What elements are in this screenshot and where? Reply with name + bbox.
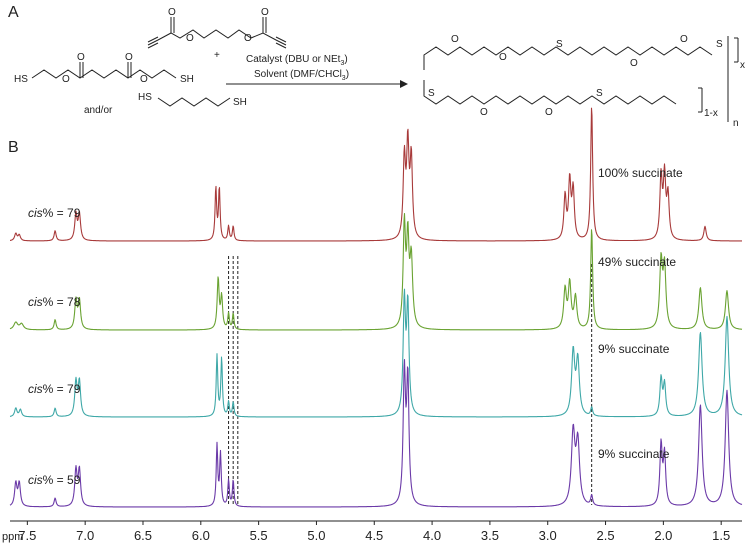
x-tick-label: 4.5 [365,528,383,543]
atom-label-o: O [77,52,85,63]
cis-percent-label: cis% = 79 [28,206,81,220]
cis-percent-label: cis% = 59 [28,473,81,487]
hexanedithiol-bonds [157,97,231,107]
succinate-dithiol-structure: HS O O O O SH [14,52,194,85]
x-axis-ticks: 7.5 7.0 6.5 6.0 5.5 5.0 4.5 4.0 3.5 3.0 2.5 2.0 1.5 [18,521,730,543]
atom-label-s: S [556,39,563,50]
x-tick-label: 6.0 [192,528,210,543]
atom-label-o: O [680,34,688,45]
x-tick-label: 2.0 [654,528,672,543]
thiol-label-sh: SH [180,74,194,85]
x-tick-label: 7.5 [18,528,36,543]
succinate-label: 100% succinate [598,166,683,180]
dithiol-bonds [31,69,177,79]
subscript-n: n [733,118,739,129]
cis-percent-label: cis% = 78 [28,295,81,309]
x-tick-label: 6.5 [134,528,152,543]
catalyst-label: Catalyst (DBU or NEt3) [246,54,348,67]
succinate-label: 49% succinate [598,255,676,269]
dipropiolate-bonds [147,29,287,46]
hexanedithiol-structure: HS SH [138,92,247,108]
solvent-label: Solvent (DMF/CHCl3) [254,69,349,82]
atom-label-o: O [451,34,459,45]
thiol-label-sh: SH [233,97,247,108]
atom-label-o: O [62,74,70,85]
triple-bond-line [147,42,159,49]
panel-b-label: B [8,139,19,156]
atom-label-o: O [244,33,252,44]
repeat-unit-1-x-bonds [423,80,677,105]
subscript-x: x [740,60,745,71]
panel-a-label: A [8,4,19,21]
plus-sign: + [214,50,220,61]
repeat-unit-x-bonds [423,46,713,70]
spectrum-trace [9,213,743,331]
spectrum-labels: cis% = 79 100% succinate cis% = 78 49% succ… [28,166,683,487]
spectrum-trace [9,359,743,508]
thiol-label-hs: HS [14,74,28,85]
atom-label-s: S [428,88,435,99]
dipropiolate-structure: O O O O [147,7,287,49]
x-tick-label: 5.5 [250,528,268,543]
atom-label-o: O [140,74,148,85]
x-tick-label: 1.5 [712,528,730,543]
reference-lines [228,256,593,505]
succinate-label: 9% succinate [598,342,670,356]
thiol-label-hs: HS [138,92,152,103]
atom-label-s: S [716,39,723,50]
x-tick-label: 3.0 [539,528,557,543]
atom-label-o: O [261,7,269,18]
x-tick-label: 3.5 [481,528,499,543]
atom-label-o: O [499,52,507,63]
cis-percent-label: cis% = 79 [28,382,81,396]
x-tick-label: 5.0 [307,528,325,543]
atom-label-o: O [125,52,133,63]
spectrum-trace [9,288,743,418]
triple-bond-line [147,36,159,43]
atom-label-o: O [545,107,553,118]
arrow-head [400,80,408,88]
x-tick-label: 4.0 [423,528,441,543]
atom-label-s: S [596,88,603,99]
triple-bond-line [275,36,287,43]
subscript-1-x: 1-x [704,108,718,119]
x-tick-label: 7.0 [76,528,94,543]
atom-label-o: O [186,33,194,44]
spectrum-trace [9,107,743,242]
x-tick-label: 2.5 [597,528,615,543]
atom-label-o: O [480,107,488,118]
atom-label-o: O [168,7,176,18]
succinate-label: 9% succinate [598,447,670,461]
nmr-spectra [9,107,743,508]
atom-label-o: O [630,58,638,69]
and-or-text: and/or [84,105,113,116]
triple-bond-line [275,42,287,49]
x-axis-unit-label: ppm [2,531,23,543]
copolymer-structure: x S S O O O O 1-x n S S O O [423,34,745,129]
